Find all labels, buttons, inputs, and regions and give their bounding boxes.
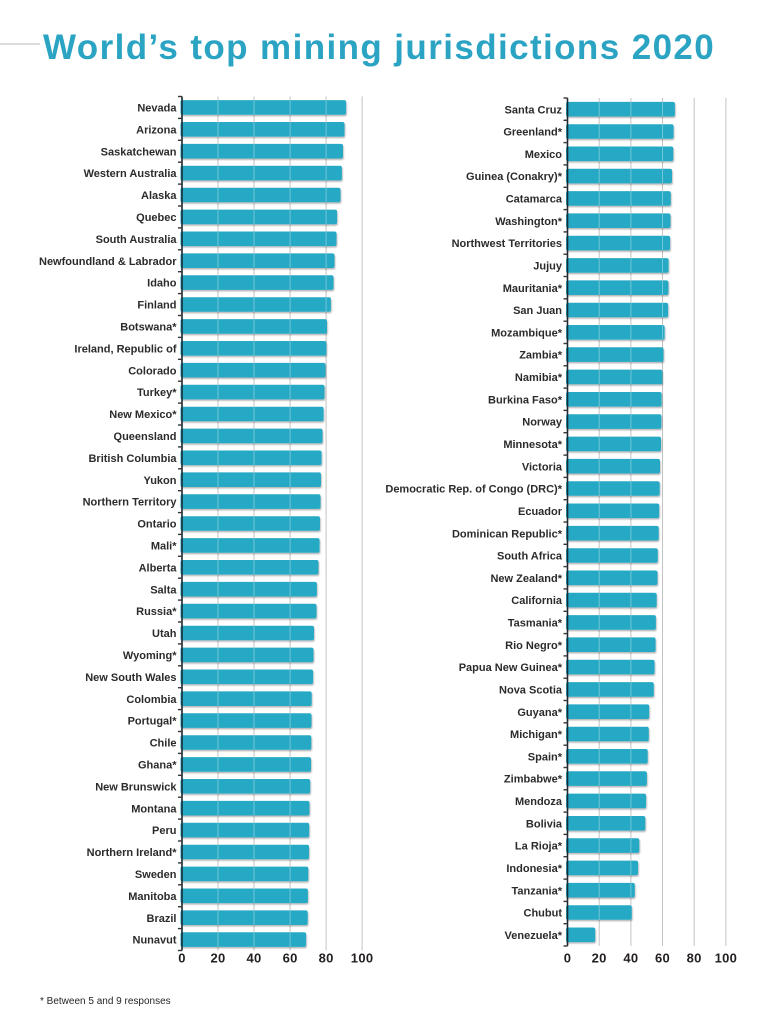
- svg-text:New Mexico*: New Mexico*: [109, 409, 177, 421]
- svg-text:Norway: Norway: [522, 417, 563, 429]
- svg-text:Colombia: Colombia: [126, 694, 177, 706]
- svg-text:Mendoza: Mendoza: [515, 796, 563, 808]
- svg-text:80: 80: [687, 951, 702, 966]
- svg-text:40: 40: [246, 951, 261, 966]
- svg-text:Jujuy: Jujuy: [533, 261, 563, 273]
- svg-text:Ontario: Ontario: [137, 519, 176, 531]
- svg-text:Finland: Finland: [137, 300, 176, 312]
- svg-text:New Zealand*: New Zealand*: [490, 573, 562, 585]
- svg-text:South Australia: South Australia: [96, 234, 178, 246]
- svg-text:Nunavut: Nunavut: [133, 935, 177, 947]
- svg-text:Western Australia: Western Australia: [84, 168, 178, 180]
- svg-text:Nevada: Nevada: [137, 103, 177, 115]
- svg-text:Democratic Rep. of Congo (DRC): Democratic Rep. of Congo (DRC)*: [385, 484, 562, 496]
- svg-text:Queensland: Queensland: [114, 431, 177, 443]
- svg-text:Santa Cruz: Santa Cruz: [505, 104, 563, 116]
- svg-text:Mexico: Mexico: [525, 149, 563, 161]
- svg-text:Alberta: Alberta: [139, 562, 178, 574]
- svg-text:Greenland*: Greenland*: [503, 127, 562, 139]
- svg-text:Namibia*: Namibia*: [515, 372, 563, 384]
- svg-text:Guinea (Conakry)*: Guinea (Conakry)*: [466, 171, 563, 183]
- svg-text:Ireland, Republic of: Ireland, Republic of: [74, 343, 176, 355]
- svg-text:Venezuela*: Venezuela*: [505, 930, 563, 942]
- svg-text:Northern Ireland*: Northern Ireland*: [87, 847, 178, 859]
- svg-text:British Columbia: British Columbia: [88, 453, 177, 465]
- svg-text:Sweden: Sweden: [135, 869, 177, 881]
- svg-text:0: 0: [178, 951, 186, 966]
- svg-text:Zimbabwe*: Zimbabwe*: [504, 774, 563, 786]
- svg-text:Papua New Guinea*: Papua New Guinea*: [459, 662, 563, 674]
- svg-text:Chile: Chile: [150, 738, 177, 750]
- svg-text:Quebec: Quebec: [136, 212, 176, 224]
- svg-text:Catamarca: Catamarca: [506, 194, 563, 206]
- svg-text:100: 100: [351, 951, 374, 966]
- svg-text:Victoria: Victoria: [522, 461, 563, 473]
- svg-text:Zambia*: Zambia*: [519, 350, 563, 362]
- svg-text:20: 20: [592, 951, 607, 966]
- svg-text:Saskatchewan: Saskatchewan: [101, 146, 177, 158]
- svg-text:California: California: [511, 595, 563, 607]
- svg-text:Dominican Republic*: Dominican Republic*: [452, 528, 563, 540]
- svg-text:60: 60: [283, 951, 298, 966]
- svg-text:100: 100: [715, 951, 738, 966]
- svg-text:20: 20: [210, 951, 225, 966]
- svg-text:Tasmania*: Tasmania*: [508, 618, 563, 630]
- svg-text:New South Wales: New South Wales: [85, 672, 176, 684]
- svg-text:Mali*: Mali*: [151, 541, 177, 553]
- svg-text:Nova Scotia: Nova Scotia: [499, 685, 563, 697]
- svg-text:Mauritania*: Mauritania*: [503, 283, 563, 295]
- svg-text:0: 0: [564, 951, 572, 966]
- svg-text:Utah: Utah: [152, 628, 177, 640]
- svg-text:Brazil: Brazil: [147, 913, 177, 925]
- svg-text:Rio Negro*: Rio Negro*: [505, 640, 563, 652]
- svg-text:Mozambique*: Mozambique*: [491, 327, 563, 339]
- svg-text:Guyana*: Guyana*: [517, 707, 562, 719]
- svg-text:Tanzania*: Tanzania*: [511, 885, 562, 897]
- svg-text:Ghana*: Ghana*: [138, 760, 177, 772]
- svg-text:Michigan*: Michigan*: [510, 729, 563, 741]
- svg-text:Newfoundland & Labrador: Newfoundland & Labrador: [39, 256, 177, 268]
- svg-text:Peru: Peru: [152, 825, 176, 837]
- svg-text:Ecuador: Ecuador: [518, 506, 563, 518]
- svg-text:Botswana*: Botswana*: [120, 322, 177, 334]
- svg-text:Alaska: Alaska: [141, 190, 177, 202]
- svg-text:Washington*: Washington*: [495, 216, 563, 228]
- svg-text:La Rioja*: La Rioja*: [515, 841, 563, 853]
- svg-text:Yukon: Yukon: [143, 475, 176, 487]
- svg-text:80: 80: [319, 951, 334, 966]
- svg-text:Arizona: Arizona: [136, 124, 177, 136]
- svg-text:Turkey*: Turkey*: [137, 387, 177, 399]
- svg-text:Wyoming*: Wyoming*: [123, 650, 177, 662]
- svg-text:Salta: Salta: [150, 584, 177, 596]
- svg-text:Indonesia*: Indonesia*: [506, 863, 562, 875]
- svg-text:Northwest Territories: Northwest Territories: [452, 238, 562, 250]
- svg-text:Portugal*: Portugal*: [128, 716, 178, 728]
- svg-text:* Between 5 and 9 responses: * Between 5 and 9 responses: [40, 996, 171, 1007]
- svg-text:San Juan: San Juan: [513, 305, 562, 317]
- svg-text:Minnesota*: Minnesota*: [503, 439, 562, 451]
- svg-text:Russia*: Russia*: [136, 606, 177, 618]
- svg-text:New Brunswick: New Brunswick: [95, 781, 177, 793]
- svg-text:40: 40: [623, 951, 638, 966]
- svg-text:Northern Territory: Northern Territory: [83, 497, 178, 509]
- svg-text:Bolivia: Bolivia: [526, 818, 563, 830]
- svg-text:Colorado: Colorado: [128, 365, 177, 377]
- svg-text:Montana: Montana: [131, 803, 177, 815]
- svg-text:Idaho: Idaho: [147, 278, 177, 290]
- svg-text:Manitoba: Manitoba: [128, 891, 177, 903]
- svg-text:Burkina Faso*: Burkina Faso*: [488, 394, 563, 406]
- svg-text:South Africa: South Africa: [497, 551, 563, 563]
- svg-text:Chubut: Chubut: [524, 908, 563, 920]
- svg-text:Spain*: Spain*: [528, 751, 563, 763]
- svg-text:60: 60: [655, 951, 670, 966]
